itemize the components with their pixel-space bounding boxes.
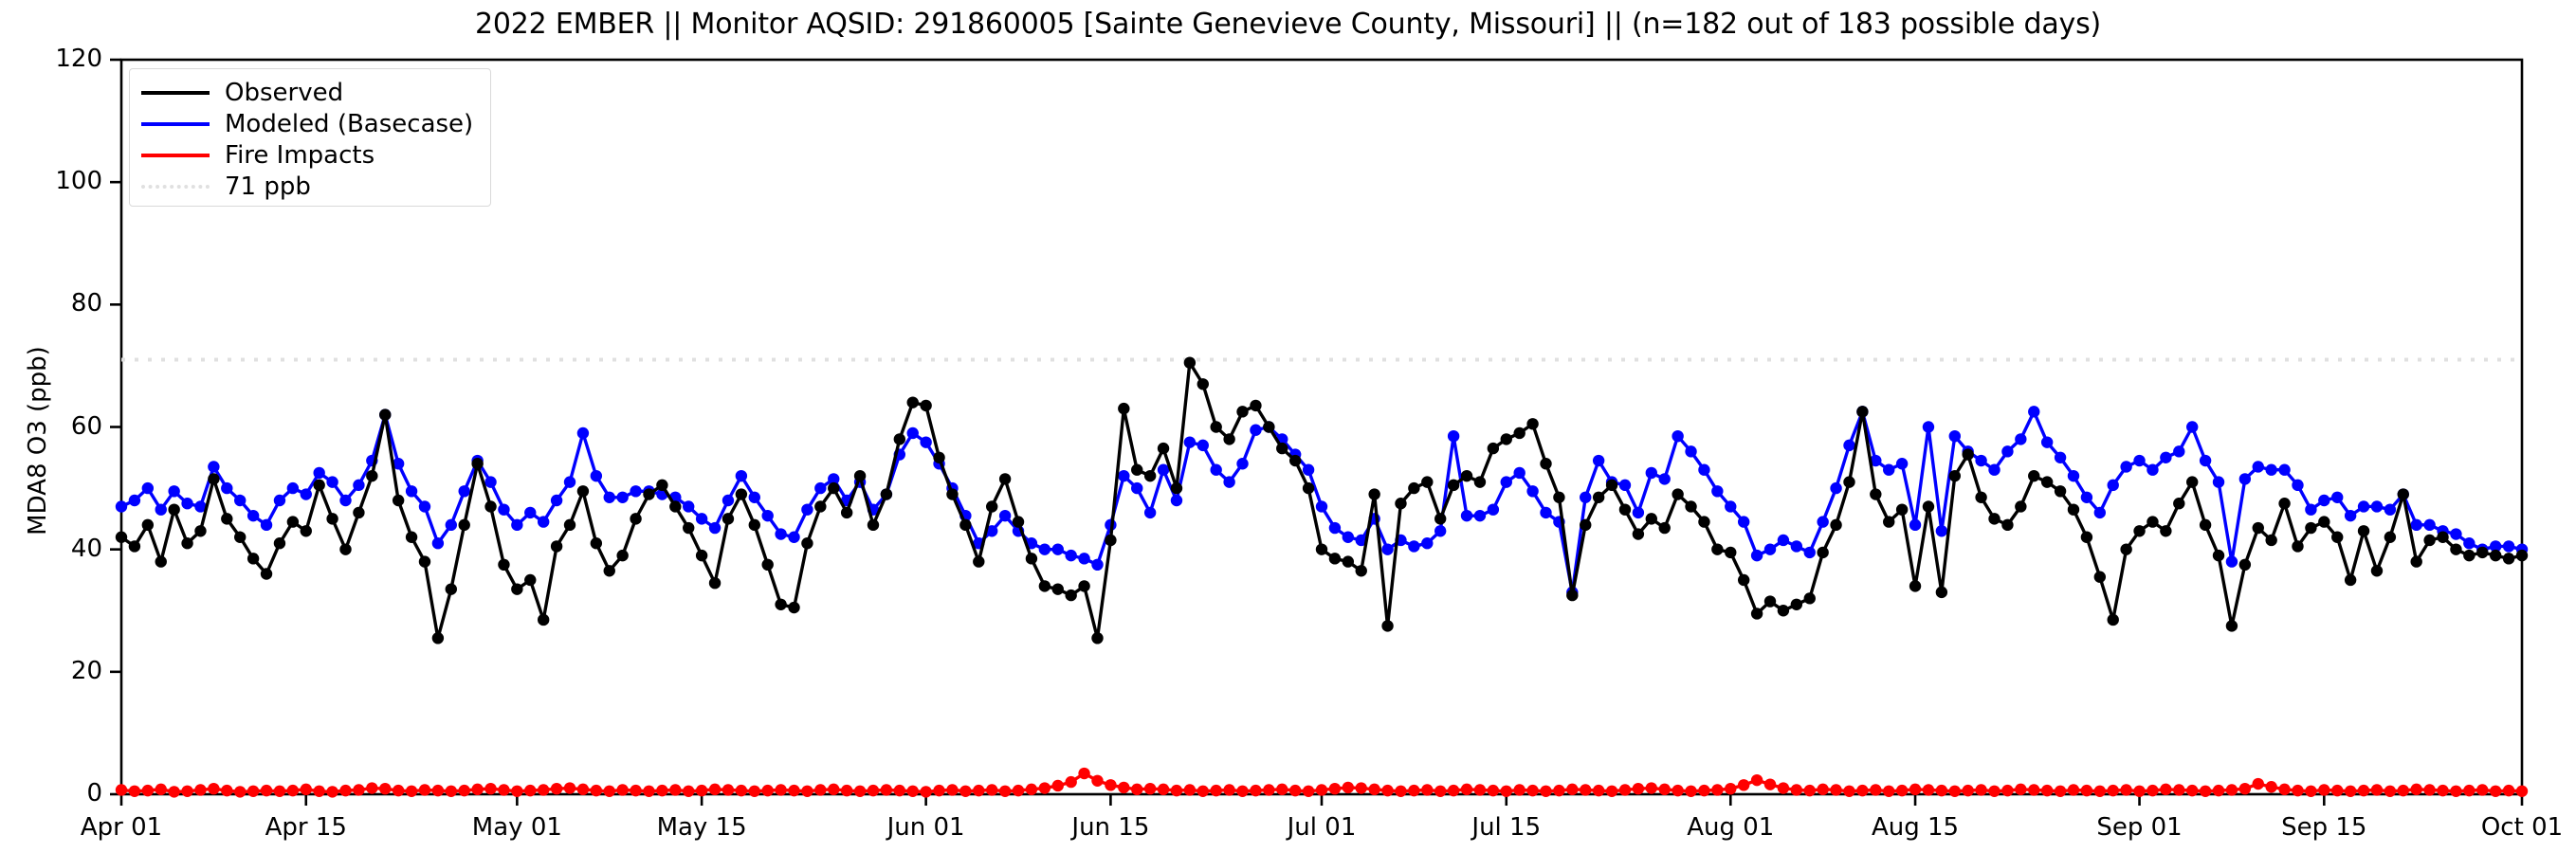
y-tick-label: 40 xyxy=(70,534,102,563)
legend-label-fire: Fire Impacts xyxy=(225,141,375,170)
y-tick-label: 100 xyxy=(55,167,102,196)
x-tick-label: Sep 15 xyxy=(2281,813,2367,842)
chart-title: 2022 EMBER || Monitor AQSID: 291860005 [… xyxy=(474,8,2102,41)
y-tick-label: 0 xyxy=(86,779,102,808)
legend-item-fire: Fire Impacts xyxy=(141,140,479,171)
chart-legend: Observed Modeled (Basecase) Fire Impacts… xyxy=(129,68,491,207)
x-tick-label: Aug 15 xyxy=(1871,813,1960,842)
y-tick-label: 120 xyxy=(55,45,102,73)
legend-line-swatch-threshold xyxy=(141,185,210,189)
legend-label-observed: Observed xyxy=(225,79,344,107)
x-tick-label: Oct 01 xyxy=(2480,813,2564,842)
x-tick-label: May 15 xyxy=(656,813,747,842)
x-tick-label: Aug 01 xyxy=(1687,813,1775,842)
legend-item-modeled: Modeled (Basecase) xyxy=(141,109,479,139)
x-tick-label: Jul 15 xyxy=(1471,813,1542,842)
legend-item-threshold: 71 ppb xyxy=(141,172,479,202)
legend-line-swatch-fire xyxy=(141,154,210,157)
x-tick-label: Sep 01 xyxy=(2096,813,2183,842)
x-tick-label: May 01 xyxy=(471,813,562,842)
x-tick-label: Apr 01 xyxy=(80,813,163,842)
x-tick-label: Apr 15 xyxy=(265,813,347,842)
y-tick-marks xyxy=(110,58,121,796)
x-tick-label: Jul 01 xyxy=(1287,813,1357,842)
y-tick-label: 80 xyxy=(70,289,102,318)
legend-item-observed: Observed xyxy=(141,78,479,108)
y-tick-label: 20 xyxy=(70,656,102,685)
x-tick-marks xyxy=(119,794,2524,806)
x-tick-label: Jun 15 xyxy=(1071,813,1150,842)
x-tick-label: Jun 01 xyxy=(886,813,965,842)
legend-line-swatch-modeled xyxy=(141,122,210,126)
series-modeled-basecase xyxy=(115,406,2529,599)
legend-line-swatch-observed xyxy=(141,91,210,95)
legend-label-modeled: Modeled (Basecase) xyxy=(225,110,474,138)
series-fire-impacts xyxy=(115,767,2529,798)
legend-label-threshold: 71 ppb xyxy=(225,172,311,201)
y-tick-label: 60 xyxy=(70,411,102,441)
series-observed xyxy=(115,356,2529,644)
